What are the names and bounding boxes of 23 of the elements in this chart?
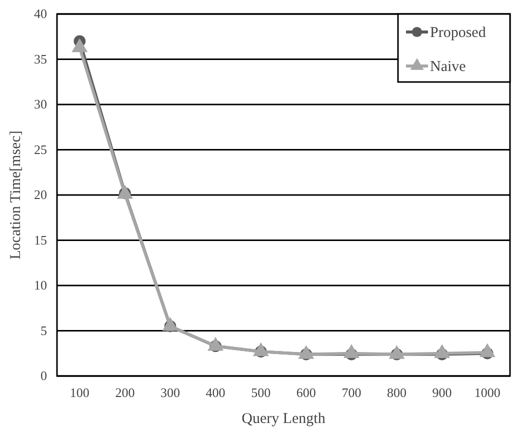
y-tick-label: 40	[34, 6, 47, 22]
y-tick-label: 10	[34, 278, 47, 293]
y-tick-label: 25	[34, 142, 47, 157]
x-tick-label: 500	[251, 385, 271, 400]
x-axis-title: Query Length	[242, 411, 326, 427]
x-tick-label: 600	[296, 385, 316, 400]
y-tick-label: 35	[34, 51, 47, 66]
legend-label: Naive	[430, 59, 466, 75]
x-tick-label: 700	[342, 385, 362, 400]
legend-label: Proposed	[430, 25, 486, 41]
y-tick-label: 5	[40, 322, 47, 338]
y-axis-title: Location Time[msec]	[8, 130, 24, 260]
x-tick-label: 100	[70, 385, 90, 400]
x-tick-label: 400	[206, 385, 226, 400]
x-tick-label: 900	[432, 385, 452, 400]
y-tick-label: 15	[34, 232, 47, 248]
x-tick-label: 800	[387, 385, 406, 400]
x-tick-label: 300	[160, 385, 180, 400]
y-tick-label: 20	[34, 187, 47, 202]
x-tick-label: 200	[115, 385, 135, 400]
y-tick-label: 0	[40, 368, 47, 384]
x-tick-label: 1000	[474, 385, 500, 400]
y-tick-label: 30	[34, 96, 47, 112]
